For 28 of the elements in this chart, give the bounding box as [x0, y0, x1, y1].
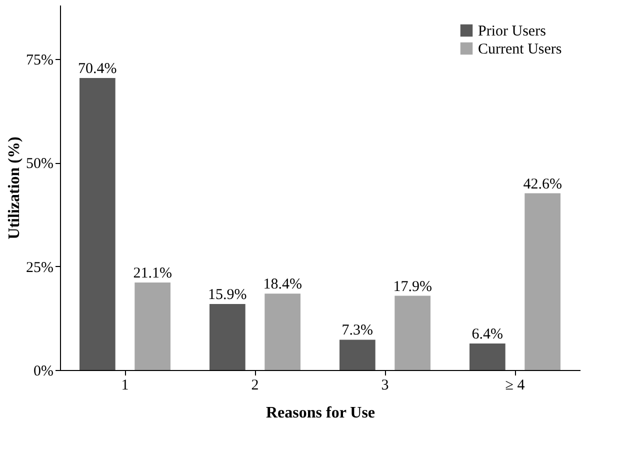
legend-label: Prior Users — [478, 24, 546, 40]
x-tick-label: 3 — [381, 378, 389, 394]
y-tick-label: 0% — [34, 364, 54, 380]
bar — [210, 304, 246, 370]
bar — [340, 340, 376, 370]
y-tick-label: 75% — [26, 52, 54, 68]
data-label: 70.4% — [78, 61, 117, 77]
legend-label: Current Users — [478, 42, 562, 58]
data-label: 42.6% — [523, 176, 562, 192]
data-label: 15.9% — [208, 287, 247, 304]
data-label: 6.4% — [472, 326, 504, 342]
y-tick-label: 50% — [26, 156, 54, 172]
data-label: 21.1% — [133, 265, 172, 282]
bar — [524, 193, 560, 370]
x-axis-title: Reasons for Use — [266, 404, 376, 422]
bar — [264, 294, 300, 370]
data-label: 7.3% — [342, 322, 374, 339]
bar — [134, 282, 170, 370]
y-axis-title: Utilization (%) — [6, 136, 24, 240]
x-tick-label: ≥ 4 — [505, 378, 526, 394]
x-tick-label: 1 — [121, 378, 129, 394]
y-tick-label: 25% — [26, 260, 54, 276]
data-label: 17.9% — [393, 278, 432, 295]
data-label: 18.4% — [263, 276, 302, 293]
bar — [470, 343, 506, 370]
bar — [80, 78, 116, 370]
x-tick-label: 2 — [251, 378, 259, 394]
bar — [394, 296, 430, 370]
